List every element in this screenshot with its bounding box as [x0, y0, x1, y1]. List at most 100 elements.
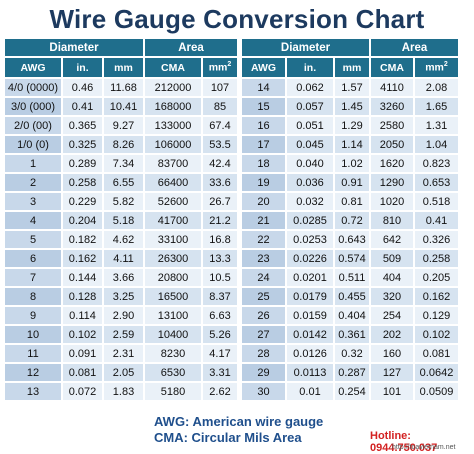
cell-mm2: 0.0509: [415, 383, 458, 400]
cell-awg: 7: [5, 269, 61, 286]
cell-awg: 16: [242, 117, 285, 134]
cell-cma: 16500: [145, 288, 201, 305]
cell-in: 0.0201: [287, 269, 333, 286]
cell-mm: 0.404: [335, 307, 369, 324]
cell-cma: 810: [371, 212, 413, 229]
cell-cma: 642: [371, 231, 413, 248]
header-mm2: mm2: [203, 58, 237, 77]
table-row: 17 0.045 1.14 2050 1.04: [242, 136, 458, 153]
cell-awg: 4: [5, 212, 61, 229]
table-row: 4/0 (0000) 0.46 11.68 212000 107: [5, 79, 237, 96]
cell-mm2: 67.4: [203, 117, 237, 134]
table-row: 19 0.036 0.91 1290 0.653: [242, 174, 458, 191]
header-mm: mm: [335, 58, 369, 77]
cell-in: 0.0226: [287, 250, 333, 267]
cell-mm: 0.361: [335, 326, 369, 343]
cell-mm2: 4.17: [203, 345, 237, 362]
cell-mm: 0.91: [335, 174, 369, 191]
cell-in: 0.062: [287, 79, 333, 96]
cell-cma: 52600: [145, 193, 201, 210]
header-diameter: Diameter: [5, 39, 143, 56]
cell-mm: 2.90: [104, 307, 143, 324]
cell-cma: 33100: [145, 231, 201, 248]
table-row: 12 0.081 2.05 6530 3.31: [5, 364, 237, 381]
cell-cma: 106000: [145, 136, 201, 153]
cell-mm: 0.32: [335, 345, 369, 362]
cell-mm2: 2.62: [203, 383, 237, 400]
cell-in: 0.01: [287, 383, 333, 400]
cell-in: 0.289: [63, 155, 102, 172]
table-row: 2/0 (00) 0.365 9.27 133000 67.4: [5, 117, 237, 134]
cell-cma: 8230: [145, 345, 201, 362]
table-row: 23 0.0226 0.574 509 0.258: [242, 250, 458, 267]
cell-mm2: 13.3: [203, 250, 237, 267]
cell-mm2: 3.31: [203, 364, 237, 381]
cell-mm: 0.287: [335, 364, 369, 381]
header-awg: AWG: [242, 58, 285, 77]
cell-cma: 202: [371, 326, 413, 343]
cell-awg: 1/0 (0): [5, 136, 61, 153]
table-row: 29 0.0113 0.287 127 0.0642: [242, 364, 458, 381]
cell-in: 0.229: [63, 193, 102, 210]
watermark-hotline: Hotline: 0944.750.037: [370, 430, 438, 454]
cell-mm: 6.55: [104, 174, 143, 191]
table-row: 6 0.162 4.11 26300 13.3: [5, 250, 237, 267]
cell-mm: 9.27: [104, 117, 143, 134]
cell-awg: 25: [242, 288, 285, 305]
cell-cma: 13100: [145, 307, 201, 324]
header-area: Area: [145, 39, 237, 56]
table-row: 16 0.051 1.29 2580 1.31: [242, 117, 458, 134]
cell-mm2: 0.102: [415, 326, 458, 343]
cell-awg: 8: [5, 288, 61, 305]
cell-in: 0.41: [63, 98, 102, 115]
cell-mm2: 85: [203, 98, 237, 115]
cell-awg: 27: [242, 326, 285, 343]
cell-in: 0.032: [287, 193, 333, 210]
cell-mm2: 0.205: [415, 269, 458, 286]
cell-cma: 41700: [145, 212, 201, 229]
table-row: 27 0.0142 0.361 202 0.102: [242, 326, 458, 343]
cell-mm: 8.26: [104, 136, 143, 153]
cell-in: 0.045: [287, 136, 333, 153]
cell-cma: 1620: [371, 155, 413, 172]
cell-mm2: 2.08: [415, 79, 458, 96]
cell-in: 0.0159: [287, 307, 333, 324]
cell-mm: 1.57: [335, 79, 369, 96]
cell-mm2: 5.26: [203, 326, 237, 343]
table-row: 25 0.0179 0.455 320 0.162: [242, 288, 458, 305]
cell-awg: 19: [242, 174, 285, 191]
cell-cma: 212000: [145, 79, 201, 96]
cell-awg: 29: [242, 364, 285, 381]
cell-in: 0.325: [63, 136, 102, 153]
table-row: 22 0.0253 0.643 642 0.326: [242, 231, 458, 248]
table-row: 14 0.062 1.57 4110 2.08: [242, 79, 458, 96]
chart-title: Wire Gauge Conversion Chart: [49, 4, 425, 34]
cell-mm2: 0.653: [415, 174, 458, 191]
cell-awg: 11: [5, 345, 61, 362]
cell-cma: 4110: [371, 79, 413, 96]
cell-mm2: 53.5: [203, 136, 237, 153]
cell-cma: 26300: [145, 250, 201, 267]
header-awg: AWG: [5, 58, 61, 77]
table-row: 2 0.258 6.55 66400 33.6: [5, 174, 237, 191]
header-in: in.: [63, 58, 102, 77]
cell-in: 0.102: [63, 326, 102, 343]
cell-mm: 1.45: [335, 98, 369, 115]
cell-mm2: 0.823: [415, 155, 458, 172]
cell-in: 0.258: [63, 174, 102, 191]
table-row: 3 0.229 5.82 52600 26.7: [5, 193, 237, 210]
table-row: 20 0.032 0.81 1020 0.518: [242, 193, 458, 210]
cell-in: 0.0113: [287, 364, 333, 381]
cell-mm: 4.11: [104, 250, 143, 267]
cell-awg: 12: [5, 364, 61, 381]
cell-in: 0.128: [63, 288, 102, 305]
cell-awg: 21: [242, 212, 285, 229]
cell-mm2: 1.04: [415, 136, 458, 153]
cell-awg: 13: [5, 383, 61, 400]
cell-mm2: 107: [203, 79, 237, 96]
cell-mm: 3.25: [104, 288, 143, 305]
cell-awg: 2/0 (00): [5, 117, 61, 134]
cell-cma: 127: [371, 364, 413, 381]
table-row: 30 0.01 0.254 101 0.0509: [242, 383, 458, 400]
header-mm2-sup: 2: [227, 61, 232, 69]
